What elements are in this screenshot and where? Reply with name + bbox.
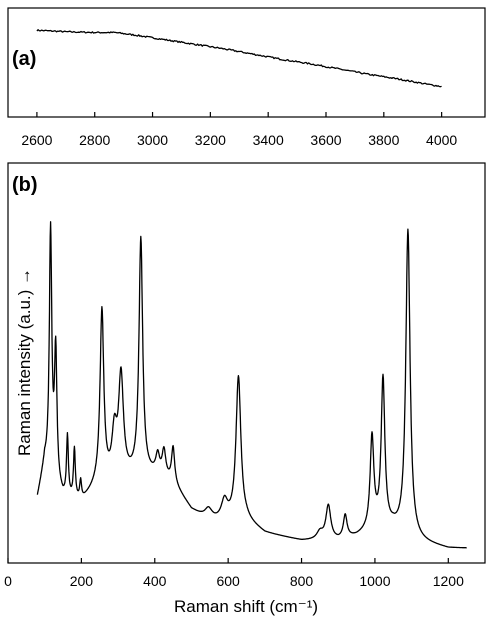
panel-b-spectrum: [36, 221, 467, 549]
panel-b-x-tick-label: 1000: [359, 573, 390, 589]
panel-a-x-tick-label: 3000: [137, 132, 168, 148]
panel-a-x-tick-label: 3800: [368, 132, 399, 148]
panel-b-x-tick-label: 200: [70, 573, 94, 589]
panel-b-frame: [7, 162, 486, 564]
panel-a: (a) 2600 2800 3000 3200 3400 3600 3800 4000: [7, 7, 486, 148]
panel-b-x-tick-label: 800: [290, 573, 314, 589]
panel-a-x-tick-label: 2600: [21, 132, 52, 148]
x-axis-title: Raman shift (cm⁻¹): [174, 597, 318, 616]
panel-b-x-tick-label: 1200: [433, 573, 464, 589]
panel-a-x-tick-label: 3200: [195, 132, 226, 148]
panel-a-label: (a): [12, 48, 36, 70]
panel-a-trace: [36, 29, 442, 88]
panel-b-x-tick-label: 400: [143, 573, 167, 589]
panel-b: (b) 0 200 400 600 800 1000 1200 Raman shift (c…: [4, 162, 486, 616]
panel-a-x-tick-label: 4000: [426, 132, 457, 148]
panel-b-label: (b): [12, 174, 38, 196]
panel-b-x-tick-label: 600: [216, 573, 240, 589]
panel-b-x-tick-label: 0: [4, 573, 12, 589]
y-axis-title: Raman intensity (a.u.) →: [15, 268, 34, 456]
panel-a-x-tick-label: 3600: [310, 132, 341, 148]
panel-a-x-tick-label: 3400: [253, 132, 284, 148]
panel-b-x-axis: 0 200 400 600 800 1000 1200: [4, 558, 464, 589]
panel-a-frame: [7, 7, 486, 118]
panel-a-x-axis: 2600 2800 3000 3200 3400 3600 3800 4000: [21, 112, 457, 148]
panel-a-x-tick-label: 2800: [79, 132, 110, 148]
